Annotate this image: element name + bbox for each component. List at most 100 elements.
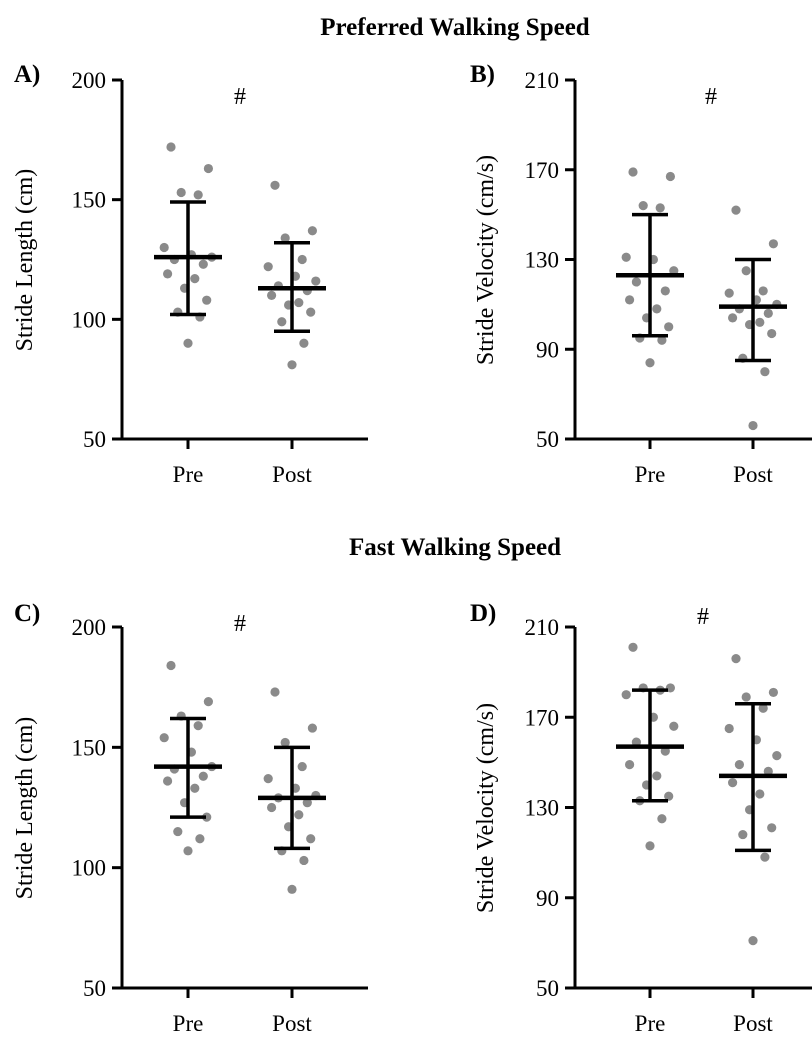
x-tick-label-post: Post bbox=[272, 1011, 312, 1036]
data-point-pre bbox=[163, 776, 173, 786]
data-point-pre bbox=[166, 142, 176, 152]
data-point-pre bbox=[198, 259, 208, 269]
data-point-post bbox=[287, 360, 297, 370]
significance-marker: # bbox=[234, 611, 246, 637]
data-point-post bbox=[748, 420, 758, 431]
x-tick-label-post: Post bbox=[733, 462, 773, 487]
data-point-post bbox=[267, 290, 277, 300]
data-point-pre bbox=[203, 697, 213, 707]
data-point-pre bbox=[163, 269, 173, 279]
data-point-post bbox=[294, 810, 304, 820]
data-point-post bbox=[724, 723, 734, 734]
data-point-pre bbox=[665, 171, 676, 182]
y-axis-label: Stride Velocity (cm/s) bbox=[473, 155, 499, 365]
data-point-post bbox=[741, 266, 751, 276]
data-point-post bbox=[307, 226, 317, 236]
data-point-post bbox=[734, 760, 745, 770]
y-axis-label: Stride Length (cm) bbox=[12, 169, 38, 352]
y-tick-label: 150 bbox=[72, 188, 107, 213]
data-point-pre bbox=[652, 771, 662, 781]
data-point-post bbox=[277, 317, 287, 327]
data-point-post bbox=[280, 737, 290, 748]
x-tick-label-pre: Pre bbox=[635, 1011, 666, 1036]
data-point-post bbox=[306, 307, 316, 317]
data-point-pre bbox=[638, 201, 648, 211]
data-point-post bbox=[755, 317, 765, 327]
y-tick-label: 210 bbox=[525, 615, 560, 640]
y-tick-label: 50 bbox=[536, 427, 559, 452]
chart-panel-b: 50 90 130 170 210 Pre Post Stride Velocity (cm/… bbox=[470, 61, 812, 487]
significance-marker: # bbox=[697, 604, 709, 630]
panel-label: A) bbox=[14, 61, 40, 88]
data-point-pre bbox=[621, 252, 631, 262]
significance-marker: # bbox=[234, 84, 246, 110]
y-tick-label: 90 bbox=[536, 337, 559, 362]
chart-panel-a: 50 100 150 200 Pre Post Stride Length (cm) A) # bbox=[12, 61, 368, 487]
section-title-fast: Fast Walking Speed bbox=[349, 534, 561, 561]
chart-panel-d: 50 90 130 170 210 Pre Post Stride Velocity (cm/… bbox=[470, 600, 812, 1036]
data-point-pre bbox=[625, 760, 635, 770]
data-point-pre bbox=[176, 187, 186, 198]
panel-label: C) bbox=[14, 600, 40, 627]
y-tick-label: 170 bbox=[525, 705, 560, 730]
data-point-post bbox=[731, 205, 741, 215]
data-point-post bbox=[270, 180, 280, 190]
panel-label: B) bbox=[470, 61, 495, 88]
significance-marker: # bbox=[705, 84, 717, 110]
data-point-pre bbox=[628, 167, 638, 177]
data-point-post bbox=[768, 239, 779, 249]
data-point-post bbox=[760, 852, 770, 862]
data-point-pre bbox=[669, 721, 679, 731]
data-point-pre bbox=[203, 163, 213, 174]
data-point-post bbox=[287, 884, 297, 894]
y-tick-label: 130 bbox=[525, 796, 560, 821]
data-point-pre bbox=[195, 834, 205, 844]
data-point-pre bbox=[621, 690, 631, 700]
y-tick-label: 150 bbox=[72, 735, 107, 760]
panel-label: D) bbox=[470, 600, 496, 627]
data-point-pre bbox=[166, 660, 176, 671]
y-tick-label: 200 bbox=[72, 615, 107, 640]
data-point-pre bbox=[198, 771, 208, 781]
data-point-post bbox=[270, 687, 280, 697]
data-point-pre bbox=[183, 846, 193, 856]
y-tick-label: 50 bbox=[83, 976, 106, 1001]
data-point-post bbox=[280, 233, 290, 243]
data-point-post bbox=[302, 798, 312, 808]
chart-panel-c: 50 100 150 200 Pre Post Stride Length (cm) C) # bbox=[12, 600, 368, 1036]
y-axis-label: Stride Velocity (cm/s) bbox=[473, 703, 499, 913]
data-point-pre bbox=[193, 721, 203, 731]
y-tick-label: 100 bbox=[72, 307, 107, 332]
data-point-pre bbox=[664, 791, 674, 801]
x-tick-label-pre: Pre bbox=[173, 1011, 204, 1036]
data-point-pre bbox=[628, 642, 638, 652]
data-point-post bbox=[724, 288, 734, 298]
data-point-post bbox=[741, 692, 751, 702]
data-point-post bbox=[263, 262, 273, 272]
data-point-pre bbox=[631, 277, 642, 287]
data-point-post bbox=[306, 834, 316, 844]
data-point-post bbox=[748, 936, 758, 946]
y-axis-label: Stride Length (cm) bbox=[12, 717, 38, 900]
data-point-post bbox=[267, 802, 277, 813]
data-point-pre bbox=[193, 190, 203, 200]
y-tick-label: 100 bbox=[72, 856, 107, 881]
data-point-post bbox=[297, 254, 307, 265]
data-point-post bbox=[763, 308, 773, 318]
data-point-pre bbox=[190, 783, 200, 793]
data-point-pre bbox=[159, 733, 169, 743]
data-point-pre bbox=[159, 242, 169, 253]
data-point-pre bbox=[664, 322, 674, 332]
data-point-post bbox=[758, 286, 768, 296]
data-point-pre bbox=[645, 358, 655, 368]
data-point-pre bbox=[202, 295, 212, 305]
data-point-post bbox=[767, 328, 777, 339]
data-point-pre bbox=[657, 814, 667, 824]
y-tick-label: 50 bbox=[83, 427, 106, 452]
data-point-post bbox=[299, 855, 309, 866]
x-tick-label-post: Post bbox=[272, 462, 312, 487]
chart-panels: 50 100 150 200 Pre Post Stride Length (cm) A) #5… bbox=[12, 61, 812, 1036]
y-tick-label: 210 bbox=[525, 68, 560, 93]
data-point-post bbox=[307, 723, 317, 733]
